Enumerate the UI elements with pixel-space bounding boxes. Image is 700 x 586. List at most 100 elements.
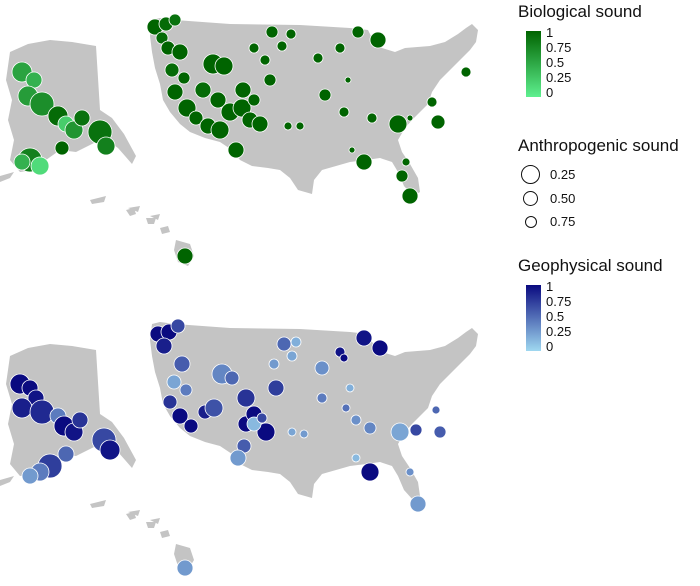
geo-site-marker (371, 339, 389, 357)
bio-site-marker (430, 114, 446, 130)
bio-site-marker (29, 91, 55, 117)
geo-site-marker (183, 418, 199, 434)
legend-geophysical-colorbar (526, 285, 541, 351)
bio-site-marker (276, 40, 288, 52)
bio-site-marker (351, 25, 365, 39)
bio-site-marker (355, 153, 373, 171)
bio-site-marker (171, 43, 189, 61)
bio-site-marker (401, 187, 419, 205)
legend-geophysical-title: Geophysical sound (518, 256, 663, 275)
bio-site-marker (168, 13, 182, 27)
geo-site-marker (229, 449, 247, 467)
bio-site-marker (176, 247, 194, 265)
legend-geophysical-tick: 0.5 (546, 309, 565, 324)
bio-site-marker (401, 157, 411, 167)
bio-site-marker (164, 62, 180, 78)
bio-map (0, 18, 478, 266)
bio-site-marker (334, 42, 346, 54)
geo-site-marker (173, 355, 191, 373)
bio-site-marker (426, 96, 438, 108)
bio-site-marker (96, 136, 116, 156)
legend-biological-colorbar (526, 31, 541, 97)
geo-site-marker (360, 462, 380, 482)
bio-site-marker (366, 112, 378, 124)
legend-anthropogenic-label: 0.50 (550, 191, 576, 206)
bio-site-marker (251, 115, 269, 133)
geo-site-marker (363, 421, 377, 435)
geo-site-marker (179, 383, 193, 397)
bio-site-marker (369, 31, 387, 49)
bio-site-marker (248, 42, 260, 54)
legend-geophysical-tick: 0.75 (546, 294, 572, 309)
geo-site-marker (409, 495, 427, 513)
geo-alaska-landmass (6, 344, 136, 476)
bio-conus-landmass (150, 18, 478, 196)
geo-site-marker (29, 399, 55, 425)
legend-biological-tick: 0.25 (546, 70, 572, 85)
bio-site-marker (188, 110, 204, 126)
size-circle-icon (521, 165, 540, 184)
legend-biological-tick: 0.75 (546, 40, 572, 55)
geo-site-marker (351, 453, 361, 463)
bio-site-marker (388, 114, 408, 134)
bio-site-marker (265, 25, 279, 39)
bio-site-marker (259, 54, 271, 66)
bio-site-marker (395, 169, 409, 183)
geo-hawaii-landmass (126, 512, 194, 570)
bio-site-marker (30, 156, 50, 176)
geo-site-marker (299, 429, 309, 439)
geo-site-marker (166, 374, 182, 390)
legend-biological-tick: 0.5 (546, 55, 565, 70)
bio-site-marker (25, 71, 43, 89)
legend-anthropogenic-item: 0.75 (520, 211, 680, 233)
bio-site-marker (209, 91, 227, 109)
bio-site-marker (54, 140, 70, 156)
bio-site-marker (460, 66, 472, 78)
geo-site-marker (256, 422, 276, 442)
legend-geophysical-tick: 0.25 (546, 324, 572, 339)
legend-biological-tick: 0 (546, 85, 554, 100)
bio-site-marker (283, 121, 293, 131)
geo-conus-landmass (150, 322, 478, 500)
geo-site-marker (268, 358, 280, 370)
geo-site-marker (267, 379, 285, 397)
bio-site-marker (295, 121, 305, 131)
geo-site-marker (390, 422, 410, 442)
geo-alaska-islands (0, 476, 160, 524)
size-circle-icon (525, 216, 537, 228)
geo-site-marker (224, 370, 240, 386)
geo-site-marker (350, 414, 362, 426)
bio-site-marker (214, 56, 234, 76)
legend-biological-title: Biological sound (518, 2, 642, 21)
geo-site-marker (170, 318, 186, 334)
geo-site-marker (21, 467, 39, 485)
legend-anthropogenic-label: 0.75 (550, 214, 576, 229)
geo-map (0, 322, 478, 570)
geo-site-marker (287, 427, 297, 437)
geo-site-marker (316, 392, 328, 404)
geo-site-marker (57, 445, 75, 463)
bio-site-marker (210, 120, 230, 140)
size-circle-icon (523, 191, 538, 206)
geo-site-marker (339, 353, 349, 363)
bio-site-marker (247, 93, 261, 107)
geo-site-marker (314, 360, 330, 376)
bio-site-marker (73, 109, 91, 127)
geo-site-marker (176, 559, 194, 577)
bio-hawaii-landmass (126, 208, 194, 266)
legend-biological-tick: 1 (546, 25, 554, 40)
geo-site-marker (345, 383, 355, 393)
bio-site-marker (312, 52, 324, 64)
geo-site-marker (99, 439, 121, 461)
geo-site-marker (162, 394, 178, 410)
legend-anthropogenic-title: Anthropogenic sound (518, 136, 679, 155)
geo-site-marker (431, 405, 441, 415)
bio-site-marker (406, 114, 414, 122)
legend-geophysical-tick: 1 (546, 279, 554, 294)
geo-site-marker (155, 337, 173, 355)
bio-site-marker (177, 71, 191, 85)
geo-site-marker (290, 336, 302, 348)
geo-site-marker (256, 412, 268, 424)
geo-site-marker (341, 403, 351, 413)
